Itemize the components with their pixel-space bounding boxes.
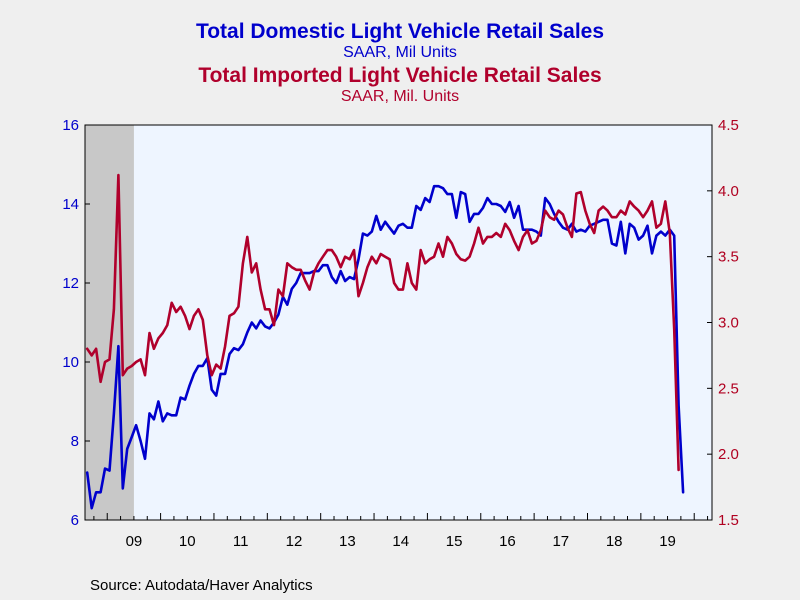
right-axis-label: 3.5	[718, 249, 739, 266]
x-axis-label: 12	[286, 533, 303, 550]
left-axis-label: 8	[71, 433, 79, 450]
x-axis-label: 10	[179, 533, 196, 550]
left-axis-label: 6	[71, 512, 79, 529]
right-axis-label: 4.0	[718, 183, 739, 200]
x-axis-label: 18	[606, 533, 623, 550]
x-axis-label: 09	[126, 533, 143, 550]
right-axis-label: 2.5	[718, 380, 739, 397]
x-axis-label: 13	[339, 533, 356, 550]
right-axis-label: 4.5	[718, 117, 739, 134]
right-axis-label: 3.0	[718, 315, 739, 332]
chart-title-imported: Total Imported Light Vehicle Retail Sale…	[198, 64, 601, 87]
left-axis-label: 16	[62, 117, 79, 134]
x-axis-label: 11	[233, 533, 249, 550]
plot-frame	[84, 124, 713, 521]
left-axis-label: 14	[62, 196, 79, 213]
left-axis-label: 10	[62, 354, 79, 371]
x-axis-label: 14	[392, 533, 409, 550]
right-axis-label: 2.0	[718, 446, 739, 463]
right-axis-label: 1.5	[718, 512, 739, 529]
chart-subtitle-imported: SAAR, Mil. Units	[341, 88, 459, 105]
axis-labels: 6 8 10 12 14 16 1.5 2.0 2.5 3.0 3.5 4.0 4.5 09 10 11 12 1…	[62, 117, 739, 550]
x-axis-label: 15	[446, 533, 463, 550]
source-note: Source: Autodata/Haver Analytics	[90, 577, 313, 594]
x-axis-label: 17	[552, 533, 569, 550]
left-axis-label: 12	[62, 275, 79, 292]
x-axis-label: 19	[659, 533, 676, 550]
series-imported-line	[85, 173, 680, 472]
chart-subtitle-domestic: SAAR, Mil Units	[343, 44, 457, 61]
series-lines	[85, 173, 685, 510]
chart-title-domestic: Total Domestic Light Vehicle Retail Sale…	[196, 20, 604, 43]
plot-area	[85, 125, 712, 520]
x-axis-label: 16	[499, 533, 516, 550]
series-domestic-line	[85, 184, 685, 510]
